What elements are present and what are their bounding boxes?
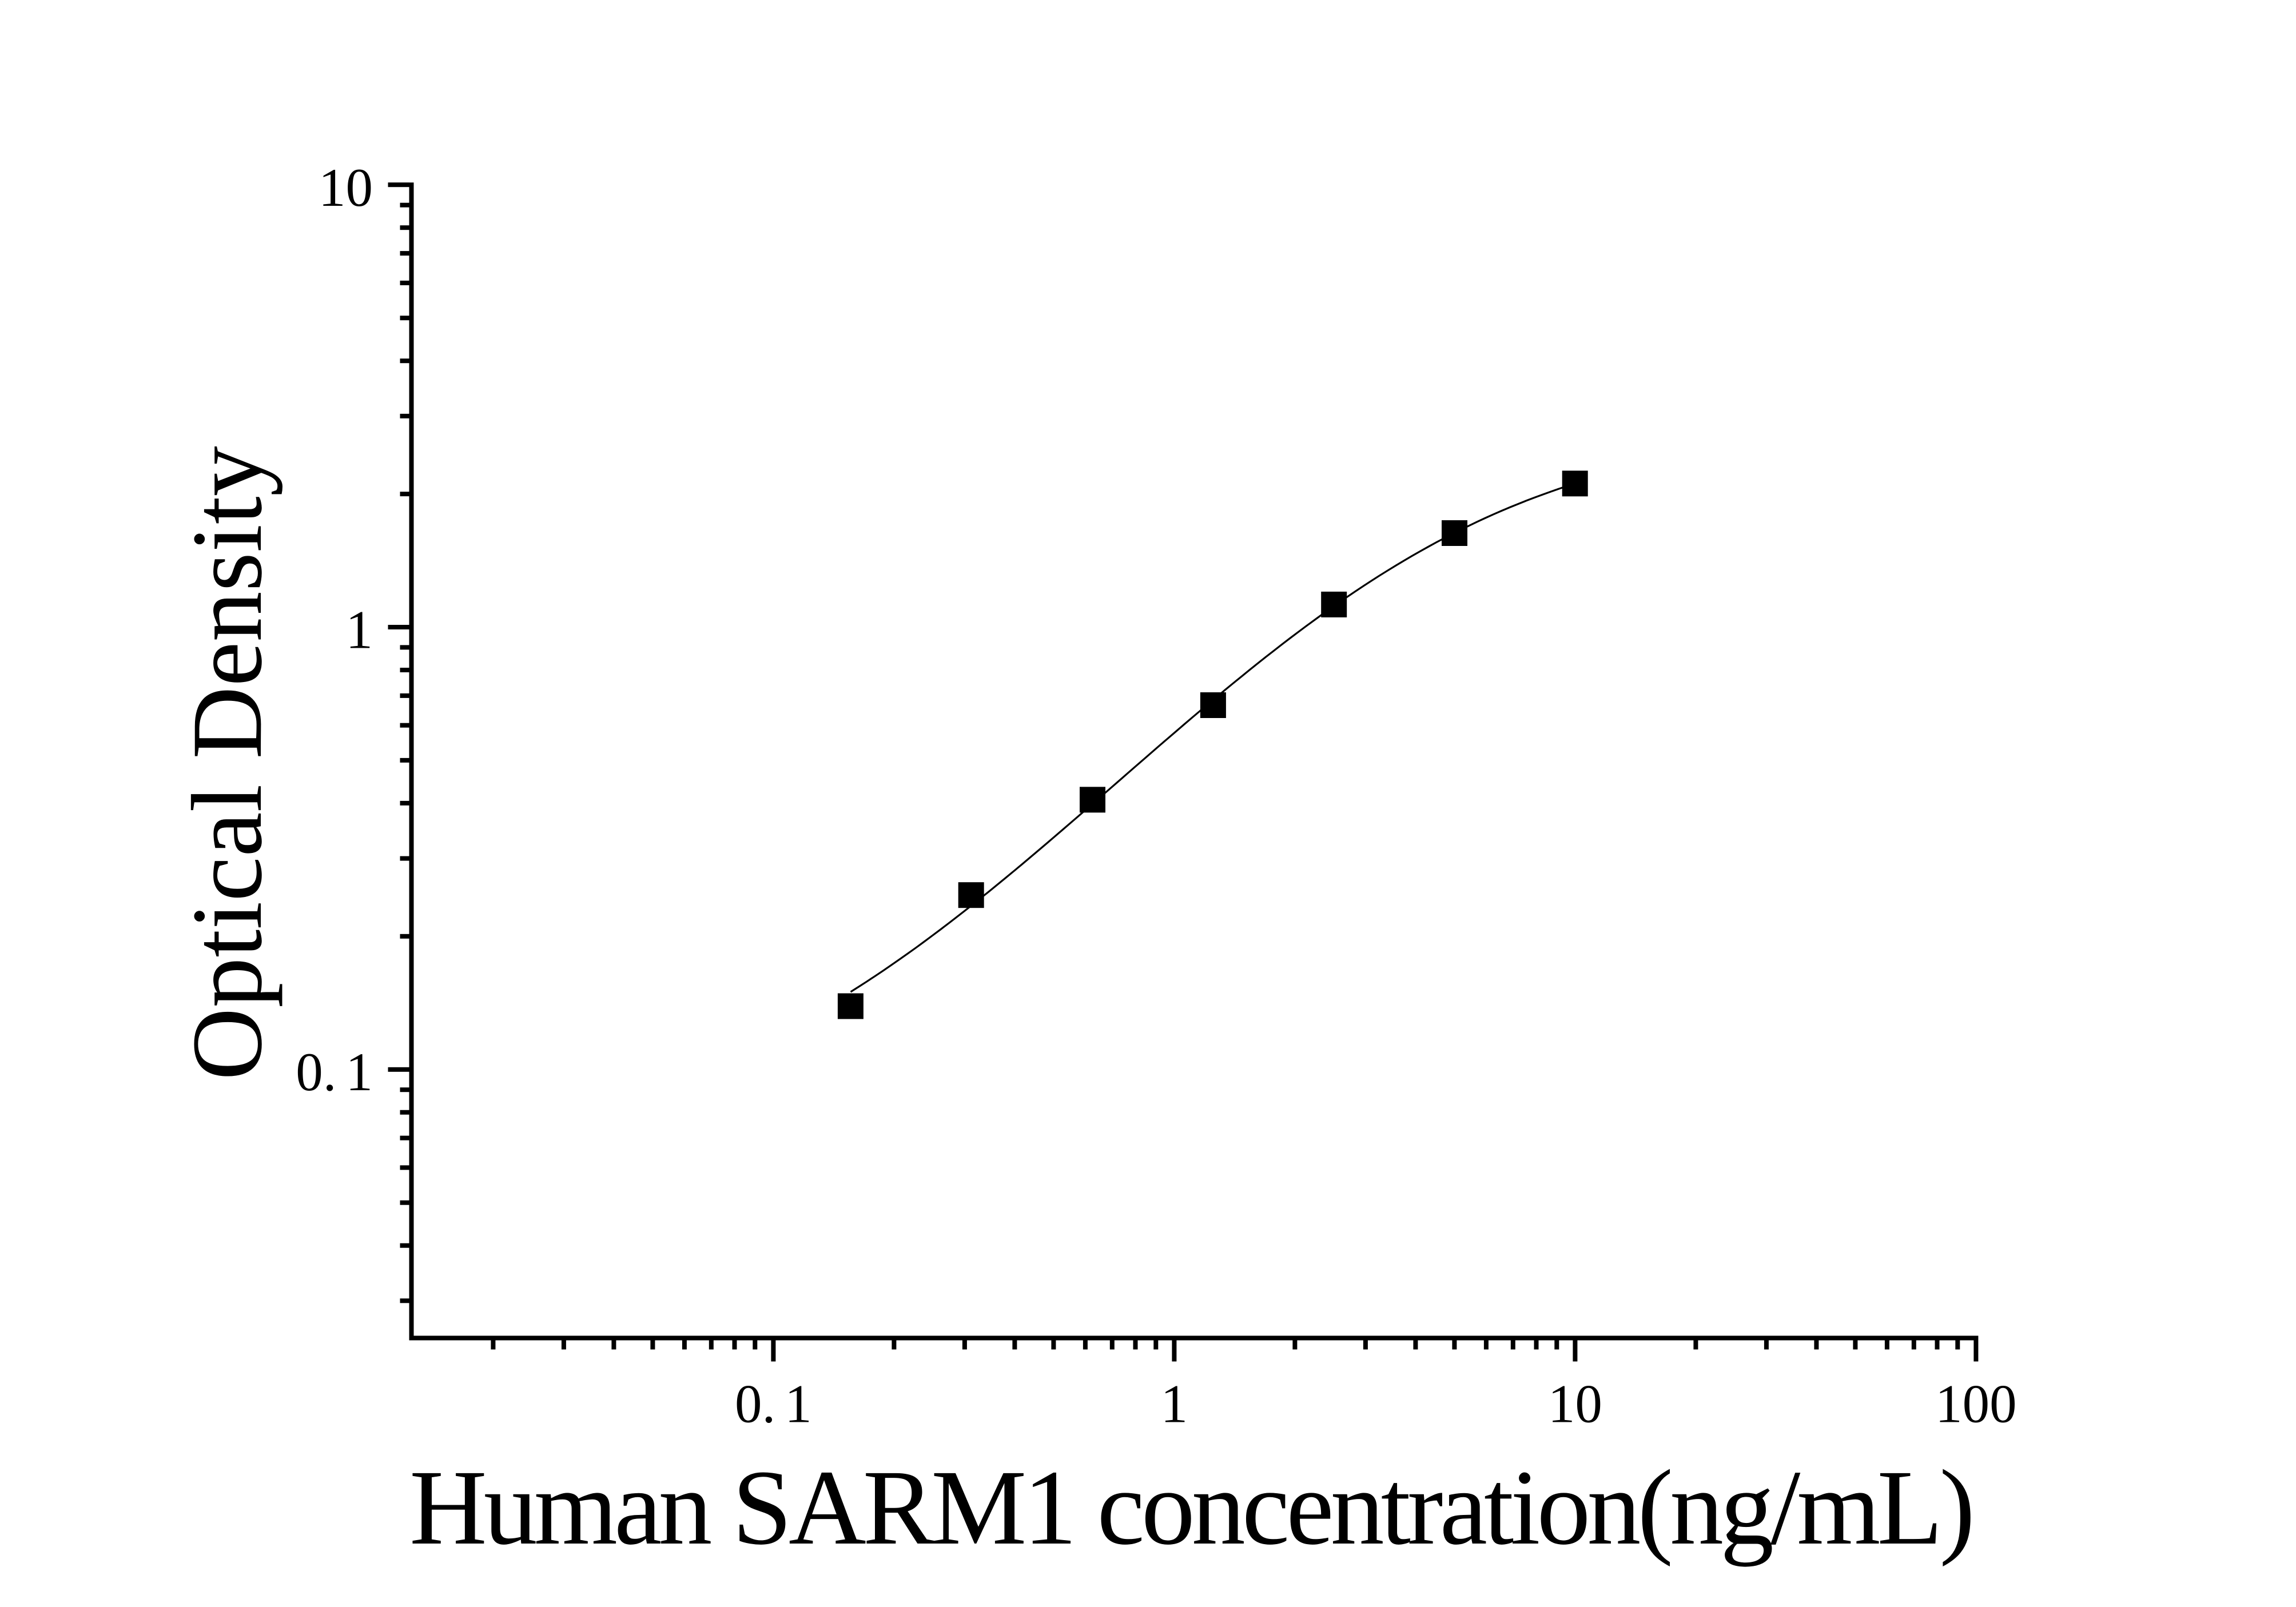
svg-text:Optical Density: Optical Density — [172, 446, 283, 1080]
svg-text:0.1: 0. 1 — [735, 1374, 812, 1434]
svg-text:1: 1 — [346, 600, 373, 660]
svg-text:10: 10 — [1548, 1374, 1602, 1434]
svg-text:0.1: 0. 1 — [296, 1042, 373, 1102]
svg-text:100: 100 — [1935, 1374, 2017, 1434]
svg-text:1: 1 — [1161, 1374, 1188, 1434]
svg-text:10: 10 — [319, 157, 373, 218]
svg-text:Human SARM1 concentration(ng/m: Human SARM1 concentration(ng/mL) — [409, 1448, 1972, 1567]
